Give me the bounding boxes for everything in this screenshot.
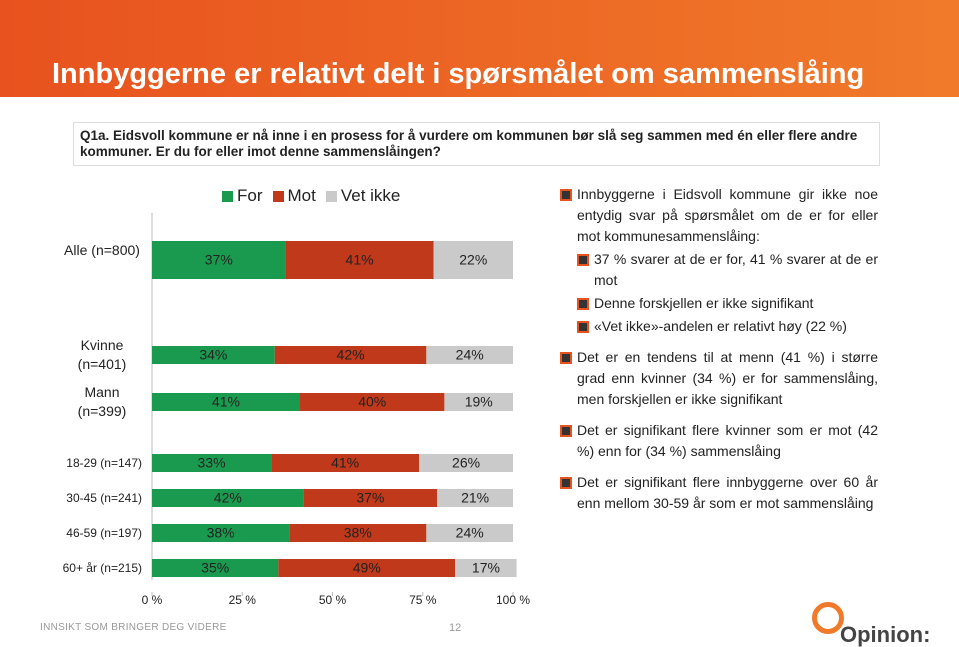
sub-bullet-text: «Vet ikke»-andelen er relativt høy (22 %… [594,318,847,334]
legend-item: Mot [272,186,316,206]
value-label: 37% [205,252,233,268]
value-label: 38% [207,525,235,541]
bar-segment [152,524,290,542]
legend-item: For [222,186,263,206]
legend: For Mot Vet ikke [222,186,400,206]
bullet: Innbyggerne i Eidsvoll kommune gir ikke … [560,184,878,337]
bar-segment [455,559,517,577]
bar-segment [271,454,420,472]
bar-segment [152,241,286,279]
category-label: 46-59 (n=197) [66,526,142,540]
bar-segment [300,393,445,411]
bar-segment [152,559,279,577]
bullet-icon [577,321,589,333]
category-label: Alle (n=800) [64,242,140,258]
legend-swatch [272,190,284,202]
value-label: 37% [356,490,384,506]
legend-item: Vet ikke [325,186,401,206]
bar-segment [426,524,513,542]
footer-text: INNSIKT SOM BRINGER DEG VIDERE [40,622,227,633]
sub-bullet-text: Denne forskjellen er ikke signifikant [594,295,814,311]
x-tick-label: 100 % [496,593,530,607]
legend-label: For [237,186,263,205]
x-tick-label: 75 % [409,593,437,607]
bar-segment [152,393,301,411]
question-box: Q1a. Eidsvoll kommune er nå inne i en pr… [73,122,880,166]
bullet-text: Det er signifikant flere kvinner som er … [577,422,878,459]
header-bar [0,0,959,97]
value-label: 42% [337,347,365,363]
x-tick-label: 50 % [319,593,347,607]
value-label: 41% [331,455,359,471]
bullet-icon [560,352,572,364]
value-label: 40% [358,394,386,410]
value-label: 33% [198,455,226,471]
category-label: 30-45 (n=241) [66,491,142,505]
category-label: 18-29 (n=147) [66,456,142,470]
bar-segment [426,346,513,364]
legend-swatch [222,190,233,202]
bullet-icon [560,425,572,437]
bar-segment [152,454,272,472]
value-label: 19% [465,394,493,410]
value-label: 34% [199,347,227,363]
bar-segment [289,524,427,542]
bar-segment [433,241,513,279]
sub-bullet: «Vet ikke»-andelen er relativt høy (22 %… [577,316,878,337]
slide-title: Innbyggerne er relativt delt i spørsmåle… [52,58,865,90]
category-label: Kvinne (n=401) [77,337,127,372]
legend-label: Vet ikke [340,186,401,205]
bullet-text: Innbyggerne i Eidsvoll kommune gir ikke … [577,186,878,244]
value-label: 24% [456,347,484,363]
value-label: 26% [452,455,480,471]
bullet-text: Det er en tendens til at menn (41 %) i s… [577,349,878,407]
value-label: 38% [344,525,372,541]
value-label: 41% [346,252,374,268]
value-label: 17% [472,560,500,576]
sub-bullet: Denne forskjellen er ikke signifikant [577,293,878,314]
legend-label: Mot [287,186,316,205]
bar-segment [444,393,513,411]
bullet: Det er en tendens til at menn (41 %) i s… [560,347,878,410]
logo-icon [812,602,844,634]
page-number: 12 [449,622,462,634]
bullet-list: Innbyggerne i Eidsvoll kommune gir ikke … [560,184,878,524]
bar-segment [152,346,275,364]
value-label: 49% [353,560,381,576]
category-label: Mann (n=399) [77,384,127,419]
bullet-text: Det er signifikant flere innbyggerne ove… [577,474,878,511]
bullet: Det er signifikant flere innbyggerne ove… [560,472,878,514]
category-label: 60+ år (n=215) [62,561,142,575]
bar-segment [285,241,434,279]
value-label: 22% [459,252,487,268]
x-tick-label: 0 % [142,593,163,607]
x-tick-label: 25 % [229,593,257,607]
bullet-icon [560,477,572,489]
bullet: Det er signifikant flere kvinner som er … [560,420,878,462]
sub-bullet-text: 37 % svarer at de er for, 41 % svarer at… [594,251,878,288]
value-label: 41% [212,394,240,410]
value-label: 35% [201,560,229,576]
logo: Opinion: [840,622,931,647]
value-label: 24% [456,525,484,541]
bar-segment [278,559,456,577]
bar-segment [152,489,304,507]
legend-swatch [325,190,337,202]
value-label: 21% [461,490,489,506]
bullet-icon [560,189,572,201]
bullet-icon [577,298,589,310]
value-label: 42% [214,490,242,506]
bar-segment [419,454,513,472]
bar-segment [437,489,513,507]
bullet-icon [577,254,589,266]
sub-bullet: 37 % svarer at de er for, 41 % svarer at… [577,249,878,291]
bar-segment [274,346,427,364]
bar-segment [303,489,438,507]
